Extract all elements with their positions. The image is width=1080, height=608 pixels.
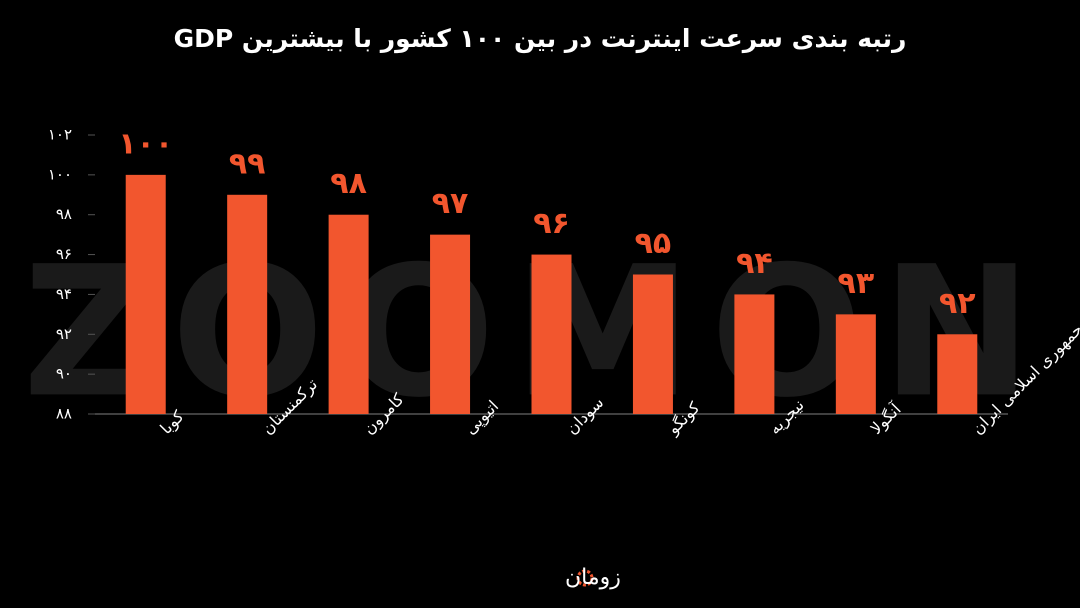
bar <box>328 214 369 414</box>
value-label: ۹۹ <box>229 146 266 181</box>
y-tick-label: ۱۰۰ <box>48 165 72 183</box>
bar <box>734 294 775 414</box>
y-tick-label: ۹۰ <box>56 365 72 383</box>
chart-title: رتبه بندی سرعت اینترنت در بین ۱۰۰ کشور ب… <box>174 24 907 54</box>
bar <box>835 314 876 414</box>
bar <box>125 174 166 414</box>
y-tick-label: ۹۲ <box>56 325 72 343</box>
bar <box>531 254 572 414</box>
y-tick-label: ۱۰۲ <box>48 126 72 144</box>
y-tick-label: ۹۸ <box>56 205 72 223</box>
value-label: ۹۳ <box>838 266 875 301</box>
value-label: ۹۲ <box>939 286 976 321</box>
value-label: ۹۷ <box>432 186 469 221</box>
value-label: ۹۸ <box>330 166 367 201</box>
value-label: ۹۵ <box>635 226 672 261</box>
bar <box>430 234 471 414</box>
bar <box>632 274 673 414</box>
value-label: ۹۶ <box>533 206 570 241</box>
y-tick-label: ۹۴ <box>56 285 72 303</box>
y-tick-label: ۸۸ <box>56 405 72 423</box>
brand: زومان <box>565 565 621 590</box>
bar <box>227 194 268 414</box>
value-label: ۹۴ <box>736 246 773 281</box>
brand-logo: زومان <box>565 565 621 590</box>
bar <box>937 334 978 414</box>
value-label: ۱۰۰ <box>118 126 173 161</box>
y-tick-label: ۹۶ <box>56 245 72 263</box>
